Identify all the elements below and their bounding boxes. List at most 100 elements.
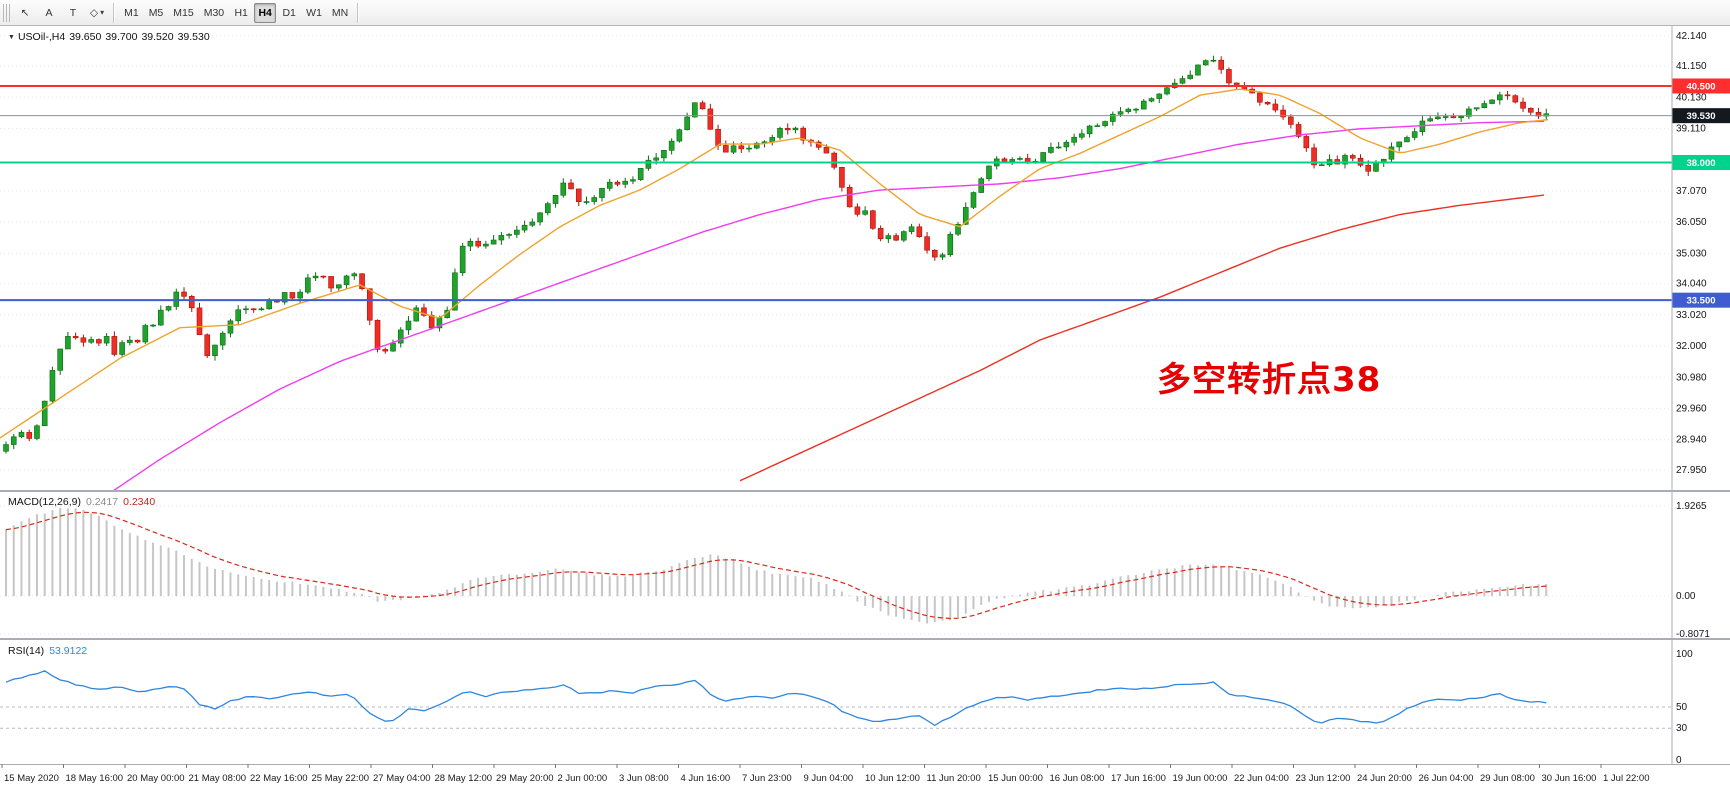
level-price-box: 38.000 xyxy=(1686,158,1715,169)
time-axis-label: 26 Jun 04:00 xyxy=(1419,773,1474,784)
macd-axis-label: -0.8071 xyxy=(1676,629,1710,640)
ohlc-close: 39.530 xyxy=(177,31,210,43)
current-price-line[interactable]: 39.530 xyxy=(0,108,1730,124)
time-axis[interactable]: 15 May 2020 18 May 16:00 20 May 00:00 21 Ma… xyxy=(1,764,1649,784)
tf-button-M30[interactable]: M30 xyxy=(203,6,225,19)
price-axis-label: 33.020 xyxy=(1676,310,1707,321)
price-axis-label: 42.140 xyxy=(1676,31,1707,42)
price-grid xyxy=(0,35,1672,471)
chart-background xyxy=(0,26,1730,796)
support-line-38000[interactable]: 38.000 xyxy=(0,154,1730,170)
shapes-tool-button[interactable]: ◇ ▾ xyxy=(90,6,105,19)
price-axis[interactable]: 42.140 41.150 40.130 39.110 37.070 36.050 35.0… xyxy=(1676,31,1707,476)
symbol-timeframe: USOil-,H4 xyxy=(17,31,66,43)
time-axis-label: 29 May 20:00 xyxy=(496,773,554,784)
rsi-axis-label: 0 xyxy=(1676,755,1682,766)
toolbar: ↖ A T ◇ ▾ M1 M5 M15 M30 H1 H4 D1 W1 MN xyxy=(0,0,1730,26)
time-axis-label: 30 Jun 16:00 xyxy=(1542,773,1597,784)
macd-axis[interactable]: 1.9265 0.00 -0.8071 xyxy=(1676,501,1710,640)
ma-slow-line xyxy=(739,194,1545,482)
price-axis-label: 41.150 xyxy=(1676,61,1707,72)
level-price-box: 39.530 xyxy=(1686,111,1715,122)
time-axis-label: 20 May 00:00 xyxy=(127,773,185,784)
time-axis-label: 22 May 16:00 xyxy=(250,773,308,784)
tf-button-W1[interactable]: W1 xyxy=(306,6,322,19)
price-axis-label: 39.110 xyxy=(1676,124,1706,135)
price-axis-label: 36.050 xyxy=(1676,217,1707,228)
rsi-title: RSI(14) xyxy=(8,645,45,657)
tf-button-M15[interactable]: M15 xyxy=(173,6,194,19)
price-axis-label: 28.940 xyxy=(1676,435,1707,446)
price-axis-label: 37.070 xyxy=(1676,186,1707,197)
time-axis-label: 15 May 2020 xyxy=(4,773,59,784)
macd-histogram xyxy=(5,507,1548,624)
time-axis-label: 10 Jun 12:00 xyxy=(865,773,920,784)
macd-axis-label: 0.00 xyxy=(1676,591,1696,602)
macd-grid xyxy=(0,505,1672,635)
time-axis-label: 16 Jun 08:00 xyxy=(1050,773,1105,784)
chart-annotation-text[interactable]: 多空转折点38 xyxy=(1157,360,1382,400)
macd-main-value: 0.2417 xyxy=(85,496,119,508)
price-axis-label: 27.950 xyxy=(1676,465,1707,476)
rsi-axis-label: 30 xyxy=(1676,723,1688,734)
macd-title: MACD(12,26,9) xyxy=(8,496,81,508)
time-axis-label: 17 Jun 16:00 xyxy=(1111,773,1166,784)
time-axis-label: 11 Jun 20:00 xyxy=(927,773,981,784)
toolbar-separator xyxy=(357,2,360,23)
support-line-33500[interactable]: 33.500 xyxy=(0,292,1730,308)
toolbar-drag-handle[interactable] xyxy=(3,3,10,22)
chart-ohlc-header: ▼ USOil-,H4 39.650 39.700 39.520 39.530 xyxy=(8,31,214,43)
macd-signal-value: 0.2340 xyxy=(123,496,156,508)
time-axis-label: 2 Jun 00:00 xyxy=(558,773,608,784)
time-axis-label: 21 May 08:00 xyxy=(189,773,247,784)
rsi-header: RSI(14) 53.9122 xyxy=(8,645,87,657)
time-axis-label: 4 Jun 16:00 xyxy=(681,773,731,784)
tf-button-M1[interactable]: M1 xyxy=(124,6,139,19)
price-axis-label: 30.980 xyxy=(1676,372,1707,383)
tf-button-M5[interactable]: M5 xyxy=(148,6,164,19)
time-axis-label: 15 Jun 00:00 xyxy=(988,773,1043,784)
time-axis-label: 24 Jun 20:00 xyxy=(1357,773,1412,784)
resistance-line-40500[interactable]: 40.500 xyxy=(0,78,1730,94)
cursor-tool-button[interactable]: ↖ xyxy=(20,6,30,19)
rsi-line xyxy=(5,670,1547,727)
tf-button-H1[interactable]: H1 xyxy=(234,6,248,19)
time-axis-label: 23 Jun 12:00 xyxy=(1296,773,1351,784)
text-tool-button[interactable]: T xyxy=(69,6,77,19)
timeframe-group: M1 M5 M15 M30 H1 H4 D1 W1 MN xyxy=(119,2,353,23)
panel-dividers[interactable] xyxy=(0,26,1730,765)
time-axis-label: 25 May 22:00 xyxy=(312,773,370,784)
drawing-tools-group: ↖ A T ◇ ▾ xyxy=(13,3,109,23)
collapse-arrow-icon[interactable]: ▼ xyxy=(8,34,15,41)
price-axis-label: 40.130 xyxy=(1676,92,1707,103)
level-price-box: 40.500 xyxy=(1686,81,1715,92)
time-axis-label: 22 Jun 04:00 xyxy=(1234,773,1289,784)
text-label-tool-button[interactable]: A xyxy=(45,6,53,19)
time-axis-label: 27 May 04:00 xyxy=(373,773,431,784)
macd-axis-label: 1.9265 xyxy=(1676,501,1707,512)
tf-button-MN[interactable]: MN xyxy=(331,6,349,19)
tf-button-D1[interactable]: D1 xyxy=(282,6,296,19)
level-price-box: 33.500 xyxy=(1686,296,1715,307)
time-axis-label: 1 Jul 22:00 xyxy=(1603,773,1649,784)
ma-mid-line xyxy=(113,120,1545,490)
rsi-axis[interactable]: 100 50 30 0 xyxy=(1676,649,1693,766)
time-axis-label: 29 Jun 08:00 xyxy=(1480,773,1535,784)
chevron-down-icon: ▾ xyxy=(100,8,105,17)
tf-button-H4[interactable]: H4 xyxy=(254,2,277,23)
chart-canvas[interactable]: 42.140 41.150 40.130 39.110 37.070 36.050 35.0… xyxy=(0,26,1730,796)
macd-header: MACD(12,26,9) 0.2417 0.2340 xyxy=(8,496,155,508)
ma-fast-line xyxy=(0,88,1549,439)
time-axis-label: 19 Jun 00:00 xyxy=(1173,773,1228,784)
toolbar-separator xyxy=(113,2,116,23)
rsi-value: 53.9122 xyxy=(49,645,88,657)
time-axis-label: 28 May 12:00 xyxy=(435,773,493,784)
time-axis-label: 3 Jun 08:00 xyxy=(619,773,669,784)
ohlc-open: 39.650 xyxy=(69,31,102,43)
ohlc-high: 39.700 xyxy=(105,31,138,43)
candlesticks xyxy=(3,55,1550,454)
ohlc-low: 39.520 xyxy=(141,31,174,43)
time-axis-label: 7 Jun 23:00 xyxy=(742,773,792,784)
price-axis-label: 29.960 xyxy=(1676,404,1707,415)
